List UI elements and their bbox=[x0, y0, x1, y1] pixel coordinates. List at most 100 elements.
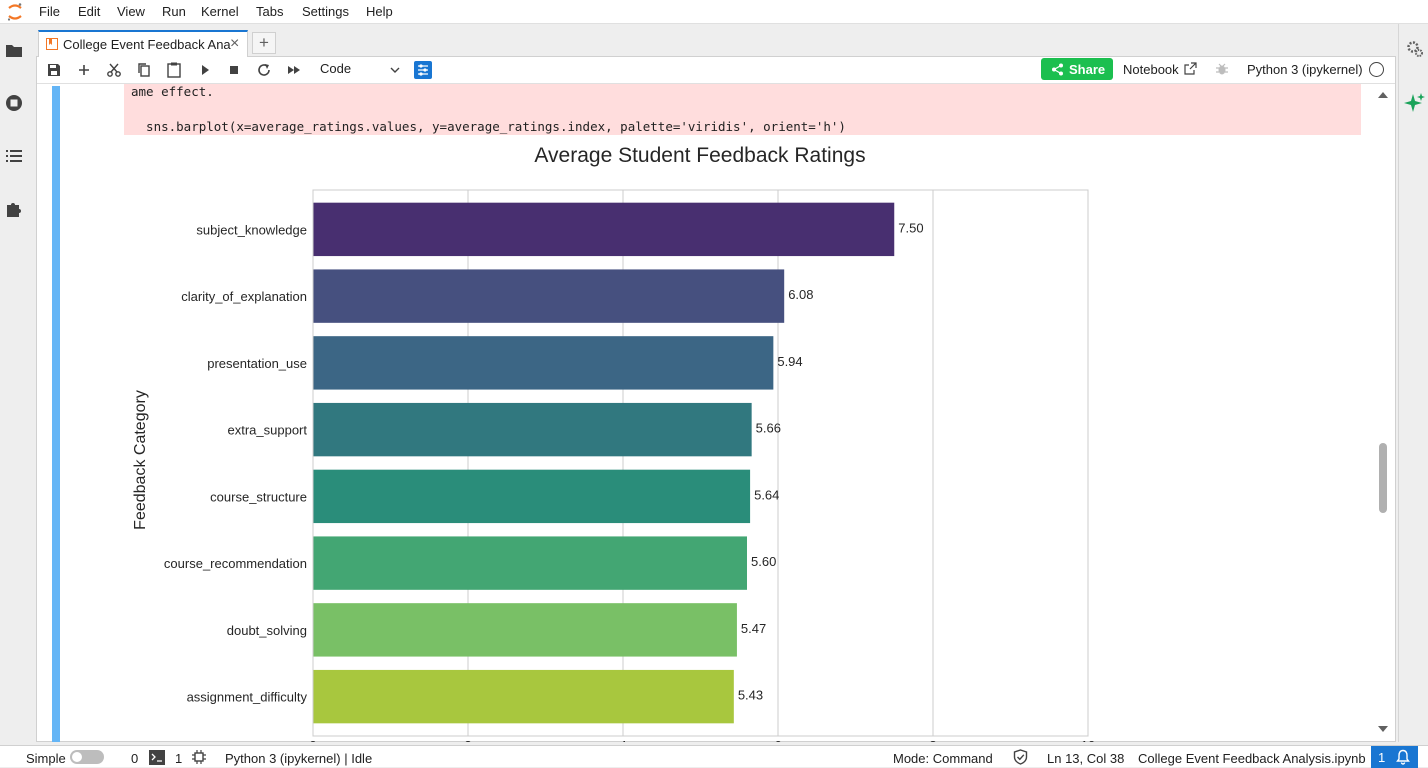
menu-view[interactable]: View bbox=[117, 4, 145, 19]
bar-value-label: 5.60 bbox=[751, 554, 776, 569]
bar-value-label: 6.08 bbox=[788, 287, 813, 302]
cell-type-value: Code bbox=[320, 61, 352, 76]
tab-close-icon[interactable]: × bbox=[230, 35, 240, 52]
x-tick-label: 6 bbox=[774, 738, 781, 742]
simple-mode-toggle[interactable] bbox=[70, 750, 104, 764]
bar-chart: Average Student Feedback Ratings Feedbac… bbox=[132, 144, 1095, 742]
bar-presentation_use bbox=[313, 336, 774, 390]
terminal-count: 0 bbox=[131, 751, 139, 766]
bar-value-label: 5.94 bbox=[777, 354, 802, 369]
cell-collapser[interactable] bbox=[52, 86, 60, 742]
y-tick-label: course_recommendation bbox=[164, 556, 307, 571]
bar-clarity_of_explanation bbox=[313, 269, 785, 323]
trusted-shield-icon[interactable] bbox=[1013, 749, 1028, 765]
x-tick-label: 0 bbox=[309, 738, 316, 742]
y-tick-label: subject_knowledge bbox=[196, 222, 307, 237]
share-button[interactable]: Share bbox=[1041, 58, 1113, 80]
kernel-chip-icon[interactable] bbox=[192, 750, 206, 764]
file-name: College Event Feedback Analysis.ipynb bbox=[1138, 751, 1366, 766]
bar-value-label: 5.66 bbox=[756, 421, 781, 436]
bar-course_recommendation bbox=[313, 536, 747, 590]
menu-run[interactable]: Run bbox=[162, 4, 186, 19]
ai-sparkle-icon[interactable] bbox=[1404, 92, 1426, 114]
bar-extra_support bbox=[313, 402, 752, 457]
tab-notebook[interactable]: College Event Feedback Ana × bbox=[38, 30, 248, 58]
menu-kernel[interactable]: Kernel bbox=[201, 4, 239, 19]
menu-tabs[interactable]: Tabs bbox=[256, 4, 284, 19]
terminal-icon[interactable] bbox=[149, 750, 165, 765]
cell-type-select[interactable]: Code bbox=[320, 61, 402, 79]
jupyter-logo-icon bbox=[7, 3, 22, 21]
open-notebook-link[interactable]: Notebook bbox=[1123, 62, 1197, 77]
bar-doubt_solving bbox=[313, 603, 737, 657]
bar-value-label: 5.47 bbox=[741, 621, 766, 636]
left-sidebar bbox=[0, 24, 28, 742]
bar-assignment_difficulty bbox=[313, 669, 734, 724]
run-icon[interactable] bbox=[196, 61, 214, 79]
bar-value-label: 5.64 bbox=[754, 487, 779, 502]
notifications-button[interactable]: 1 bbox=[1371, 746, 1418, 768]
cursor-position[interactable]: Ln 13, Col 38 bbox=[1047, 751, 1125, 766]
notebook-icon bbox=[46, 38, 58, 50]
bell-icon bbox=[1396, 749, 1410, 765]
y-tick-label: doubt_solving bbox=[227, 623, 307, 638]
menu-file[interactable]: File bbox=[39, 4, 60, 19]
external-link-icon bbox=[1184, 62, 1197, 75]
share-label: Share bbox=[1069, 62, 1106, 77]
tab-title: College Event Feedback Ana bbox=[63, 37, 231, 52]
plot-frame bbox=[312, 189, 1089, 737]
y-tick-label: course_structure bbox=[210, 489, 307, 504]
stderr-line: ame effect. bbox=[131, 84, 214, 99]
scroll-down-icon[interactable] bbox=[1377, 724, 1389, 734]
stderr-output: ame effect. sns.barplot(x=average_rating… bbox=[124, 84, 1361, 135]
kernel-count: 1 bbox=[175, 751, 183, 766]
menu-settings[interactable]: Settings bbox=[302, 4, 349, 19]
scrollbar-thumb[interactable] bbox=[1379, 443, 1387, 513]
command-mode: Mode: Command bbox=[893, 751, 993, 766]
chevron-down-icon bbox=[390, 67, 400, 73]
x-tick-label: 2 bbox=[464, 738, 471, 742]
debugger-bug-icon[interactable] bbox=[1215, 62, 1229, 76]
running-kernels-icon[interactable] bbox=[5, 94, 23, 112]
folder-icon[interactable] bbox=[5, 41, 23, 59]
notebook-label: Notebook bbox=[1123, 62, 1179, 77]
extension-puzzle-icon[interactable] bbox=[5, 200, 23, 218]
kernel-status[interactable]: Python 3 (ipykernel) | Idle bbox=[225, 751, 373, 766]
bar-value-label: 5.43 bbox=[738, 688, 763, 703]
insert-cell-icon[interactable] bbox=[75, 61, 93, 79]
property-inspector-gear-icon[interactable] bbox=[1406, 40, 1424, 58]
y-tick-label: presentation_use bbox=[207, 356, 307, 371]
save-icon[interactable] bbox=[45, 61, 63, 79]
share-icon bbox=[1052, 63, 1063, 76]
settings-sliders-icon[interactable] bbox=[414, 61, 432, 79]
x-tick-label: 4 bbox=[619, 738, 626, 742]
kernel-idle-status-icon bbox=[1369, 62, 1384, 77]
new-launcher-button[interactable]: + bbox=[252, 32, 276, 54]
stop-icon[interactable] bbox=[225, 61, 243, 79]
x-tick-label: 8 bbox=[929, 738, 936, 742]
right-sidebar bbox=[1398, 24, 1428, 742]
copy-icon[interactable] bbox=[135, 61, 153, 79]
cut-icon[interactable] bbox=[105, 61, 123, 79]
table-of-contents-icon[interactable] bbox=[5, 147, 23, 165]
kernel-selector[interactable]: Python 3 (ipykernel) bbox=[1247, 62, 1363, 77]
status-bar: Simple 0 1 Python 3 (ipykernel) | Idle M… bbox=[0, 745, 1428, 768]
restart-icon[interactable] bbox=[255, 61, 273, 79]
bar-subject_knowledge bbox=[313, 202, 895, 257]
toggle-knob bbox=[72, 752, 82, 762]
menubar: File Edit View Run Kernel Tabs Settings … bbox=[0, 0, 1428, 24]
restart-run-all-icon[interactable] bbox=[285, 61, 303, 79]
menu-help[interactable]: Help bbox=[366, 4, 393, 19]
paste-icon[interactable] bbox=[165, 61, 183, 79]
stderr-line: sns.barplot(x=average_ratings.values, y=… bbox=[131, 119, 846, 134]
scrollbar[interactable] bbox=[1376, 86, 1390, 740]
menu-edit[interactable]: Edit bbox=[78, 4, 101, 19]
x-tick-label: 10 bbox=[1081, 738, 1095, 742]
bar-value-label: 7.50 bbox=[898, 220, 923, 235]
scroll-up-icon[interactable] bbox=[1377, 90, 1389, 100]
notebook-toolbar bbox=[37, 57, 1395, 84]
chart-title: Average Student Feedback Ratings bbox=[534, 144, 865, 167]
y-tick-label: clarity_of_explanation bbox=[181, 289, 307, 304]
y-tick-label: assignment_difficulty bbox=[187, 690, 308, 705]
y-tick-label: extra_support bbox=[228, 423, 308, 438]
